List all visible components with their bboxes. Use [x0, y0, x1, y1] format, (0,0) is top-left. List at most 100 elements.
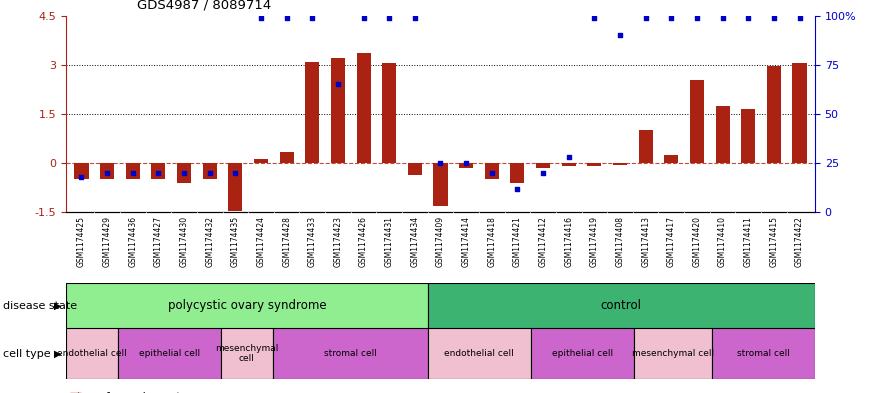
- Text: GSM1174414: GSM1174414: [462, 216, 470, 267]
- Text: GSM1174434: GSM1174434: [411, 216, 419, 267]
- Point: [613, 32, 627, 39]
- Text: GSM1174421: GSM1174421: [513, 216, 522, 266]
- Point: [562, 154, 576, 160]
- Point: [639, 15, 653, 21]
- Point: [664, 15, 678, 21]
- Bar: [793, 63, 807, 163]
- Bar: [254, 159, 268, 163]
- Text: mesenchymal
cell: mesenchymal cell: [215, 344, 278, 364]
- Bar: [331, 58, 345, 163]
- Bar: [510, 163, 524, 183]
- Text: GSM1174432: GSM1174432: [205, 216, 214, 267]
- Text: stromal cell: stromal cell: [737, 349, 789, 358]
- Point: [766, 15, 781, 21]
- Point: [715, 15, 729, 21]
- Text: GSM1174436: GSM1174436: [129, 216, 137, 267]
- Text: GSM1174415: GSM1174415: [769, 216, 779, 267]
- Bar: [459, 163, 473, 168]
- Bar: [279, 152, 293, 163]
- Bar: [272, 328, 427, 379]
- Point: [100, 170, 115, 176]
- Text: GSM1174411: GSM1174411: [744, 216, 752, 266]
- Point: [510, 185, 524, 192]
- Point: [536, 170, 550, 176]
- Bar: [357, 53, 371, 163]
- Bar: [536, 163, 550, 168]
- Text: GSM1174413: GSM1174413: [641, 216, 650, 267]
- Text: transformed count: transformed count: [70, 392, 181, 393]
- Text: GSM1174433: GSM1174433: [307, 216, 317, 267]
- Text: GSM1174426: GSM1174426: [359, 216, 368, 267]
- Bar: [100, 163, 115, 180]
- Bar: [66, 283, 427, 328]
- Bar: [126, 163, 140, 180]
- Bar: [74, 163, 88, 180]
- Point: [485, 170, 499, 176]
- Text: endothelial cell: endothelial cell: [444, 349, 515, 358]
- Bar: [690, 79, 704, 163]
- Bar: [664, 155, 678, 163]
- Point: [793, 15, 807, 21]
- Bar: [427, 328, 531, 379]
- Text: GSM1174419: GSM1174419: [590, 216, 599, 267]
- Bar: [152, 163, 166, 180]
- Point: [382, 15, 396, 21]
- Point: [177, 170, 191, 176]
- Text: GSM1174431: GSM1174431: [385, 216, 394, 267]
- Point: [331, 81, 345, 88]
- Text: ▶: ▶: [54, 349, 62, 359]
- Text: GSM1174417: GSM1174417: [667, 216, 676, 267]
- Bar: [613, 163, 627, 165]
- Text: endothelial cell: endothelial cell: [57, 349, 127, 358]
- Point: [357, 15, 371, 21]
- Bar: [433, 163, 448, 206]
- Bar: [177, 163, 191, 183]
- Bar: [118, 328, 221, 379]
- Bar: [531, 328, 634, 379]
- Point: [433, 160, 448, 166]
- Text: ▶: ▶: [54, 301, 62, 310]
- Bar: [715, 106, 729, 163]
- Bar: [408, 163, 422, 174]
- Bar: [203, 163, 217, 180]
- Point: [254, 15, 268, 21]
- Point: [305, 15, 319, 21]
- Point: [588, 15, 602, 21]
- Bar: [221, 328, 272, 379]
- Bar: [427, 283, 815, 328]
- Text: epithelial cell: epithelial cell: [139, 349, 200, 358]
- Text: GSM1174429: GSM1174429: [102, 216, 112, 267]
- Text: polycystic ovary syndrome: polycystic ovary syndrome: [167, 299, 326, 312]
- Text: GSM1174420: GSM1174420: [692, 216, 701, 267]
- Bar: [766, 66, 781, 163]
- Text: GSM1174435: GSM1174435: [231, 216, 240, 267]
- Text: GSM1174412: GSM1174412: [538, 216, 548, 266]
- Point: [459, 160, 473, 166]
- Point: [408, 15, 422, 21]
- Bar: [228, 163, 242, 211]
- Text: disease state: disease state: [3, 301, 77, 310]
- Text: GSM1174424: GSM1174424: [256, 216, 265, 267]
- Bar: [485, 163, 499, 180]
- Bar: [305, 62, 319, 163]
- Bar: [634, 328, 712, 379]
- Text: GSM1174418: GSM1174418: [487, 216, 496, 266]
- Bar: [741, 109, 755, 163]
- Bar: [382, 63, 396, 163]
- Text: GDS4987 / 8089714: GDS4987 / 8089714: [137, 0, 270, 12]
- Bar: [712, 328, 815, 379]
- Bar: [639, 130, 653, 163]
- Text: control: control: [601, 299, 641, 312]
- Text: GSM1174422: GSM1174422: [795, 216, 804, 266]
- Point: [690, 15, 704, 21]
- Text: GSM1174428: GSM1174428: [282, 216, 291, 266]
- Text: GSM1174423: GSM1174423: [333, 216, 343, 267]
- Point: [203, 170, 217, 176]
- Text: cell type: cell type: [3, 349, 50, 359]
- Bar: [588, 163, 602, 166]
- Text: GSM1174427: GSM1174427: [154, 216, 163, 267]
- Bar: [562, 163, 576, 166]
- Text: GSM1174410: GSM1174410: [718, 216, 727, 267]
- Text: GSM1174430: GSM1174430: [180, 216, 189, 267]
- Text: stromal cell: stromal cell: [323, 349, 376, 358]
